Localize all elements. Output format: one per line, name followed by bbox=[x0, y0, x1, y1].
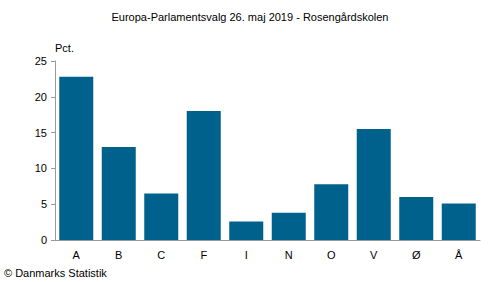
svg-text:Å: Å bbox=[455, 249, 463, 261]
svg-text:15: 15 bbox=[35, 127, 47, 139]
svg-text:N: N bbox=[285, 249, 293, 261]
svg-text:10: 10 bbox=[35, 162, 47, 174]
svg-text:C: C bbox=[157, 249, 165, 261]
svg-text:0: 0 bbox=[41, 234, 47, 246]
svg-text:A: A bbox=[73, 249, 81, 261]
svg-text:O: O bbox=[327, 249, 336, 261]
svg-text:Ø: Ø bbox=[412, 249, 421, 261]
svg-text:5: 5 bbox=[41, 198, 47, 210]
svg-text:25: 25 bbox=[35, 55, 47, 67]
svg-text:F: F bbox=[200, 249, 207, 261]
svg-text:I: I bbox=[245, 249, 248, 261]
svg-text:Europa-Parlamentsvalg 26. maj: Europa-Parlamentsvalg 26. maj 2019 - Ros… bbox=[112, 11, 389, 23]
svg-text:B: B bbox=[115, 249, 122, 261]
svg-text:© Danmarks Statistik: © Danmarks Statistik bbox=[4, 267, 107, 279]
svg-text:Pct.: Pct. bbox=[55, 42, 74, 54]
svg-text:V: V bbox=[370, 249, 378, 261]
svg-text:20: 20 bbox=[35, 91, 47, 103]
